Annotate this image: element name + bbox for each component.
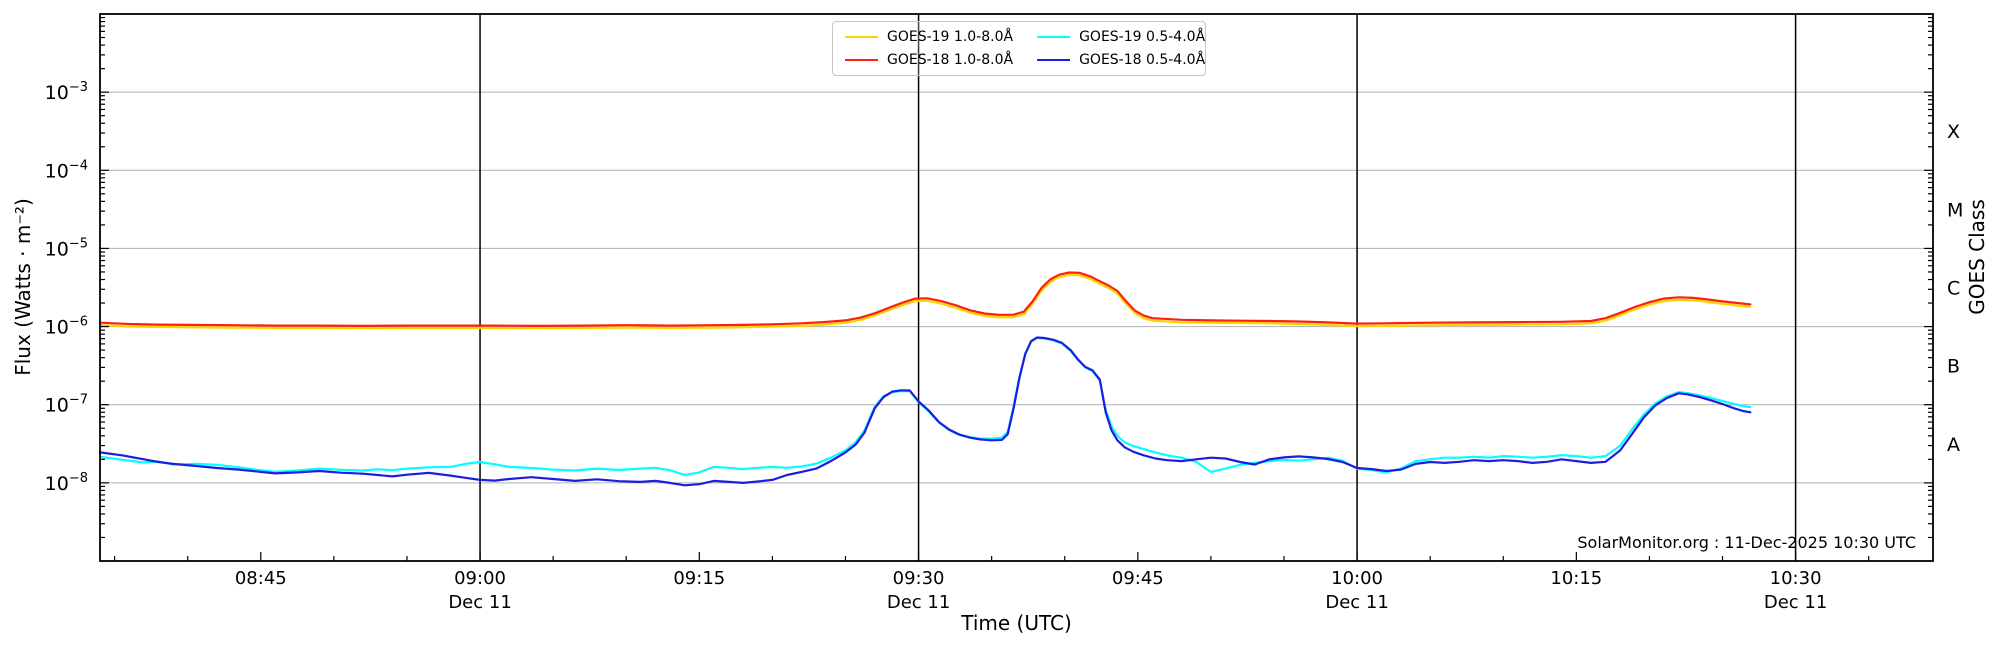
x-tick-label: 10:15	[1550, 568, 1602, 589]
x-tick-day-label: Dec 11	[448, 592, 511, 613]
y-axis-title-left: Flux (Watts · m⁻²)	[11, 198, 35, 376]
legend-label: GOES-19 0.5-4.0Å	[1079, 29, 1206, 45]
x-tick-day-label: Dec 11	[1764, 592, 1827, 613]
legend-line-swatch	[845, 35, 878, 39]
day-gridlines	[479, 14, 1797, 561]
y-axis-title-right: GOES Class	[1965, 199, 1989, 315]
x-tick-day-label: Dec 11	[1325, 592, 1388, 613]
x-tick-label: 08:45	[235, 568, 287, 589]
y-tick-label: 10−3	[45, 80, 88, 104]
goes-class-letter: A	[1947, 434, 1960, 456]
legend-line-swatch	[1037, 35, 1071, 39]
x-tick-label: 10:00	[1331, 568, 1383, 589]
series-goes18-short	[98, 336, 1752, 487]
legend-item-goes19-long: GOES-19 1.0-8.0Å	[845, 29, 1013, 45]
y-tick-label: 10−5	[45, 236, 88, 260]
legend-label: GOES-19 1.0-8.0Å	[887, 29, 1014, 45]
goes-class-letter: M	[1947, 199, 1963, 221]
axis-ticks	[100, 16, 1933, 561]
legend-line-swatch	[1037, 58, 1071, 62]
goes-class-letter: B	[1947, 356, 1960, 378]
legend-item-goes19-short: GOES-19 0.5-4.0Å	[1037, 29, 1205, 45]
plot-border	[99, 13, 1934, 562]
axes-spines	[99, 13, 1934, 562]
legend-item-goes18-short: GOES-18 0.5-4.0Å	[1037, 52, 1205, 68]
goes-class-letter: X	[1947, 121, 1960, 143]
x-tick-day-label: Dec 11	[887, 592, 950, 613]
y-tick-label: 10−6	[45, 315, 88, 339]
legend-item-goes18-long: GOES-18 1.0-8.0Å	[845, 52, 1013, 68]
gridlines	[100, 91, 1933, 484]
y-tick-label: 10−4	[45, 158, 88, 182]
x-axis-title: Time (UTC)	[960, 611, 1072, 635]
flux-curves	[98, 271, 1752, 487]
x-tick-label: 09:00	[454, 568, 506, 589]
x-tick-label: 09:15	[673, 568, 725, 589]
y-tick-label: 10−8	[45, 471, 88, 495]
series-goes19-long	[98, 273, 1752, 330]
legend: GOES-19 1.0-8.0Å GOES-18 1.0-8.0Å GOES-1…	[832, 21, 1206, 77]
legend-label: GOES-18 0.5-4.0Å	[1079, 52, 1206, 69]
axis-labels: 10−3 10−4 10−5 10−6 10−7 10−8 08:45 09:00 Dec 11…	[11, 80, 1989, 635]
legend-label: GOES-18 1.0-8.0Å	[887, 52, 1014, 69]
legend-line-swatch	[845, 58, 878, 62]
x-tick-label: 09:45	[1112, 568, 1164, 589]
goes-class-letter: C	[1947, 278, 1960, 300]
x-tick-label: 10:30	[1770, 568, 1822, 589]
y-tick-label: 10−7	[45, 393, 88, 417]
x-tick-label: 09:30	[893, 568, 945, 589]
solarmonitor-credit: SolarMonitor.org : 11-Dec-2025 10:30 UTC	[1577, 533, 1916, 552]
series-goes18-long	[98, 271, 1752, 327]
